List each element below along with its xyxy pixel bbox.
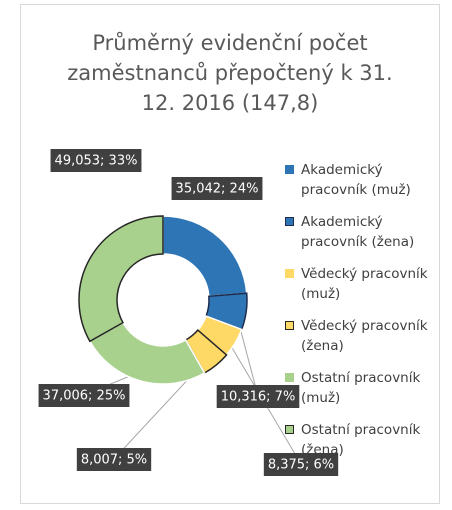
labels: 35,042; 24% 10,316; 7% 8,375; 6% 8,007; 5% 3… <box>38 149 339 476</box>
legend-swatch <box>285 425 294 434</box>
data-label: 8,375; 6% <box>263 453 339 476</box>
legend-label: Akademický pracovník (žena) <box>301 214 415 250</box>
legend-item: Ostatní pracovník (žena) <box>285 420 451 460</box>
data-label-box <box>38 384 130 407</box>
legend-swatch <box>285 373 294 382</box>
legend-item: Akademický pracovník (žena) <box>285 212 451 252</box>
data-label: 35,042; 24% <box>171 177 263 200</box>
data-label-text: 8,375; 6% <box>268 458 334 473</box>
legend-item: Ostatní pracovník (muž) <box>285 368 451 408</box>
legend-label: Akademický pracovník (muž) <box>301 162 411 198</box>
legend-label: Ostatní pracovník (žena) <box>301 422 421 458</box>
legend-swatch <box>285 321 294 330</box>
legend-label: Vědecký pracovník (žena) <box>301 318 428 354</box>
data-label: 37,006; 25% <box>38 384 130 407</box>
legend-swatch <box>285 269 294 278</box>
data-label-box <box>171 177 263 200</box>
legend-item: Vědecký pracovník (žena) <box>285 316 451 356</box>
chart-title: Průměrný evidenční počet zaměstnanců pře… <box>67 31 393 115</box>
data-label-text: 35,042; 24% <box>176 182 259 197</box>
legend-label: Ostatní pracovník (muž) <box>301 370 421 406</box>
donut-slice <box>162 215 248 298</box>
legend-item: Vědecký pracovník (muž) <box>285 264 451 304</box>
data-label-text: 8,007; 5% <box>81 453 147 468</box>
data-label: 8,007; 5% <box>76 448 152 471</box>
donut-slice <box>78 215 164 343</box>
chart-frame <box>20 4 440 504</box>
data-label: 10,316; 7% <box>216 385 300 408</box>
legend-label: Vědecký pracovník (muž) <box>301 266 428 302</box>
data-label: 49,053; 33% <box>50 149 142 172</box>
data-label-box <box>50 149 142 172</box>
data-label-text: 37,006; 25% <box>43 389 126 404</box>
data-label-box <box>263 453 339 476</box>
data-label-box <box>216 385 300 408</box>
data-label-box <box>76 448 152 471</box>
legend-swatch <box>285 217 294 226</box>
donut-slice <box>88 321 206 385</box>
data-label-text: 10,316; 7% <box>221 390 296 405</box>
data-label-text: 49,053; 33% <box>55 154 138 169</box>
legend-swatch <box>285 165 294 174</box>
legend-item: Akademický pracovník (muž) <box>285 160 451 200</box>
